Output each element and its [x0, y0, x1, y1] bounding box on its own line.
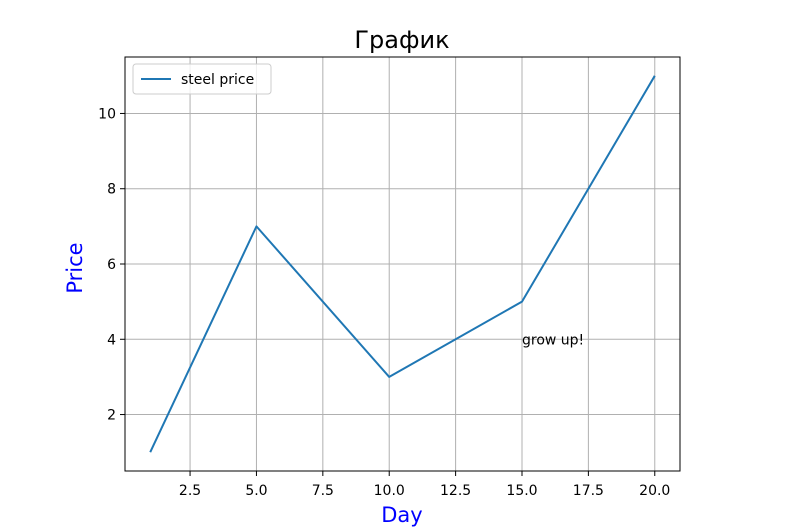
- x-tick-label: 7.5: [312, 483, 334, 499]
- x-tick-label: 17.5: [573, 483, 604, 499]
- y-tick-label: 4: [107, 332, 116, 348]
- y-axis-label: Price: [63, 242, 87, 293]
- legend: steel price: [132, 63, 272, 95]
- chart-title: График: [354, 26, 449, 54]
- annotation-text: grow up!: [522, 332, 584, 348]
- grid: [125, 57, 680, 471]
- x-tick-label: 12.5: [440, 483, 471, 499]
- legend-label-steel-price: steel price: [181, 72, 254, 88]
- y-tick-label: 10: [98, 106, 116, 122]
- x-tick-label: 5.0: [245, 483, 267, 499]
- legend-box: [132, 63, 272, 95]
- series-layer: [149, 75, 656, 453]
- y-tick-label: 8: [107, 182, 116, 198]
- x-axis-ticks: 2.5 5.0 7.5 10.0 12.5 15.0 17.5 20.0: [179, 471, 670, 499]
- y-tick-label: 6: [107, 257, 116, 273]
- x-axis-label: Day: [381, 503, 422, 527]
- x-tick-label: 15.0: [506, 483, 537, 499]
- x-tick-label: 10.0: [374, 483, 405, 499]
- y-axis-ticks: 2 4 6 8 10: [98, 106, 125, 424]
- x-tick-label: 20.0: [639, 483, 670, 499]
- x-tick-label: 2.5: [179, 483, 201, 499]
- annotations: grow up!: [522, 332, 584, 348]
- y-tick-label: 2: [107, 408, 116, 424]
